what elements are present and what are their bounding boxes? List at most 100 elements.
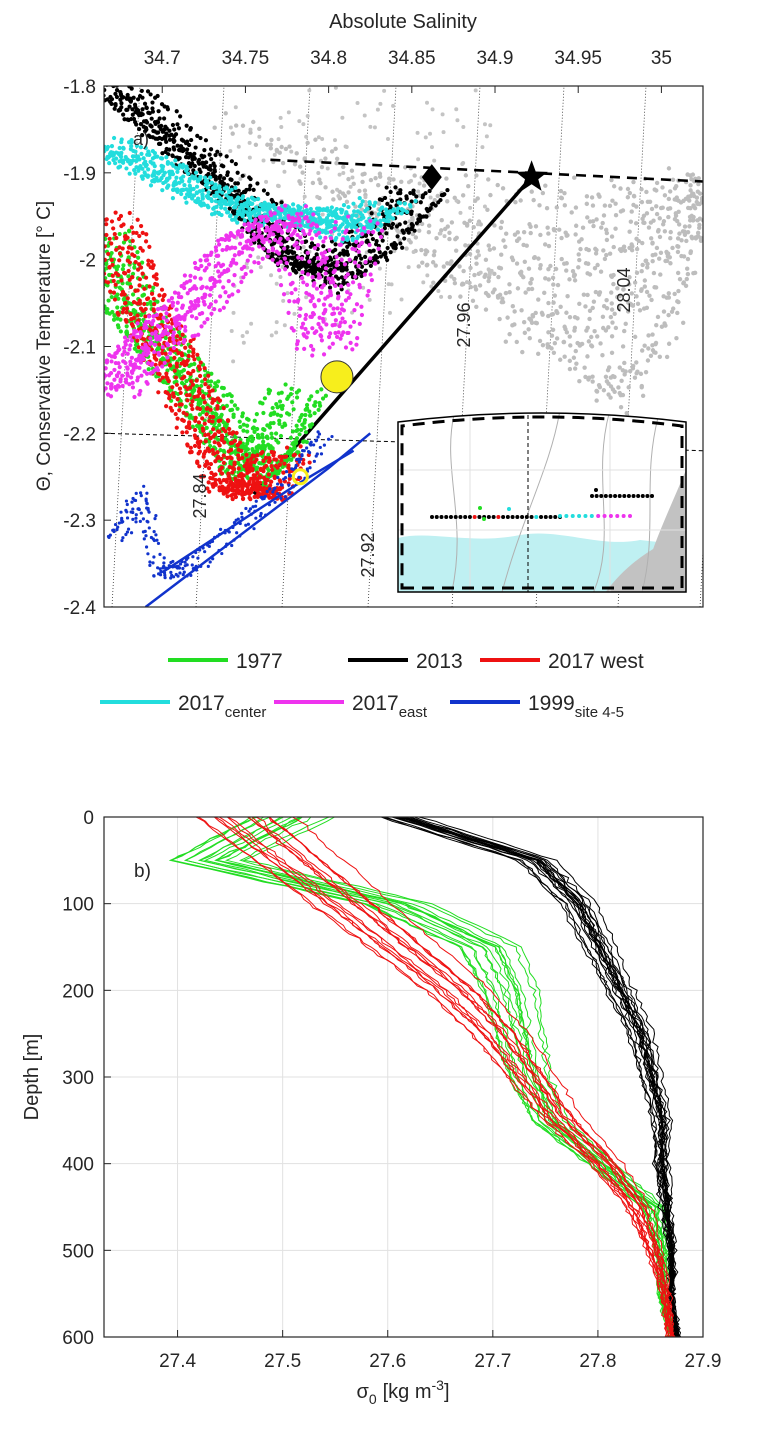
- ts-point: [240, 228, 245, 233]
- gray-point: [278, 274, 283, 279]
- ts-point: [157, 337, 163, 342]
- gray-point: [666, 312, 671, 318]
- ts-point: [92, 228, 96, 232]
- gray-point: [452, 276, 457, 282]
- gray-point: [594, 388, 599, 394]
- gray-point: [486, 177, 491, 182]
- gray-point: [439, 294, 444, 299]
- ts-point: [287, 476, 292, 481]
- ts-point: [215, 456, 220, 461]
- gray-point: [439, 56, 443, 60]
- ts-point: [112, 377, 117, 382]
- ts-point: [201, 474, 206, 479]
- ts-point: [383, 251, 388, 256]
- gray-point: [439, 228, 444, 233]
- ts-point: [82, 152, 86, 156]
- ts-point: [165, 375, 170, 381]
- gray-point: [573, 223, 579, 228]
- ts-point: [293, 270, 299, 275]
- ts-point: [112, 313, 117, 318]
- gray-point: [620, 246, 625, 251]
- ts-point: [191, 368, 196, 374]
- ts-point: [99, 241, 103, 245]
- ts-point: [325, 294, 330, 299]
- gray-point: [368, 177, 374, 183]
- ts-point: [263, 455, 269, 460]
- gray-point: [442, 234, 447, 239]
- gray-point: [475, 249, 481, 254]
- ts-point: [289, 457, 294, 462]
- ts-point: [253, 476, 258, 481]
- ts-point: [250, 222, 255, 228]
- gray-point: [704, 169, 708, 173]
- ts-point: [246, 476, 251, 481]
- ts-point: [171, 337, 176, 342]
- ts-point: [124, 166, 129, 171]
- gray-point: [567, 358, 573, 364]
- ts-point: [94, 369, 98, 373]
- ts-point: [319, 338, 324, 343]
- gray-point: [630, 244, 635, 249]
- ts-point: [217, 443, 222, 448]
- ts-point: [333, 219, 338, 225]
- ts-point: [207, 293, 213, 298]
- ts-point: [204, 285, 209, 290]
- ts-point: [107, 265, 112, 270]
- ts-point: [118, 213, 124, 219]
- gray-point: [561, 339, 566, 345]
- gray-point: [522, 259, 528, 265]
- gray-point: [269, 333, 274, 338]
- ts-point: [114, 156, 119, 161]
- gray-point: [657, 234, 663, 240]
- gray-point: [675, 270, 681, 276]
- x2-tick-label: 34.7: [144, 48, 181, 69]
- ts-point: [278, 259, 283, 264]
- ts-point: [344, 267, 349, 272]
- ts-point: [310, 326, 315, 331]
- ts-point: [189, 403, 194, 408]
- ts-point: [403, 220, 408, 225]
- ts-point: [350, 271, 355, 277]
- gray-point: [439, 218, 444, 223]
- gray-point: [249, 321, 254, 326]
- ts-point: [210, 410, 215, 415]
- ts-point: [389, 198, 395, 203]
- ts-point: [195, 297, 201, 302]
- gray-point: [510, 304, 516, 309]
- ts-point: [251, 232, 256, 237]
- gray-point: [587, 219, 593, 224]
- ts-point: [215, 406, 220, 411]
- ts-point: [279, 207, 284, 213]
- gray-point: [411, 250, 416, 255]
- gray-point: [661, 309, 667, 314]
- ts-point: [129, 225, 134, 230]
- ts-point: [384, 231, 389, 236]
- ts-point: [212, 451, 217, 456]
- gray-point: [447, 294, 452, 300]
- ts-point: [345, 244, 350, 250]
- ts-point: [200, 188, 206, 193]
- ts-point: [291, 407, 296, 412]
- gray-point: [245, 330, 250, 335]
- ts-point: [126, 274, 131, 279]
- ts-point: [137, 283, 142, 288]
- ts-point: [245, 197, 251, 202]
- ts-point: [261, 427, 266, 432]
- gray-point: [483, 307, 489, 312]
- ts-point: [212, 398, 217, 403]
- gray-point: [704, 189, 708, 193]
- gray-point: [634, 246, 640, 252]
- gray-point: [545, 342, 550, 347]
- ts-point: [336, 227, 341, 232]
- ts-point: [209, 198, 214, 204]
- ts-point: [374, 239, 379, 244]
- ts-point: [196, 196, 201, 201]
- ts-point: [151, 314, 156, 319]
- gray-point: [590, 374, 595, 379]
- gray-point: [474, 261, 479, 266]
- ts-point: [104, 244, 107, 249]
- ts-point: [125, 296, 130, 301]
- ts-point: [382, 195, 388, 201]
- ts-point: [218, 447, 223, 453]
- ts-point: [134, 329, 139, 334]
